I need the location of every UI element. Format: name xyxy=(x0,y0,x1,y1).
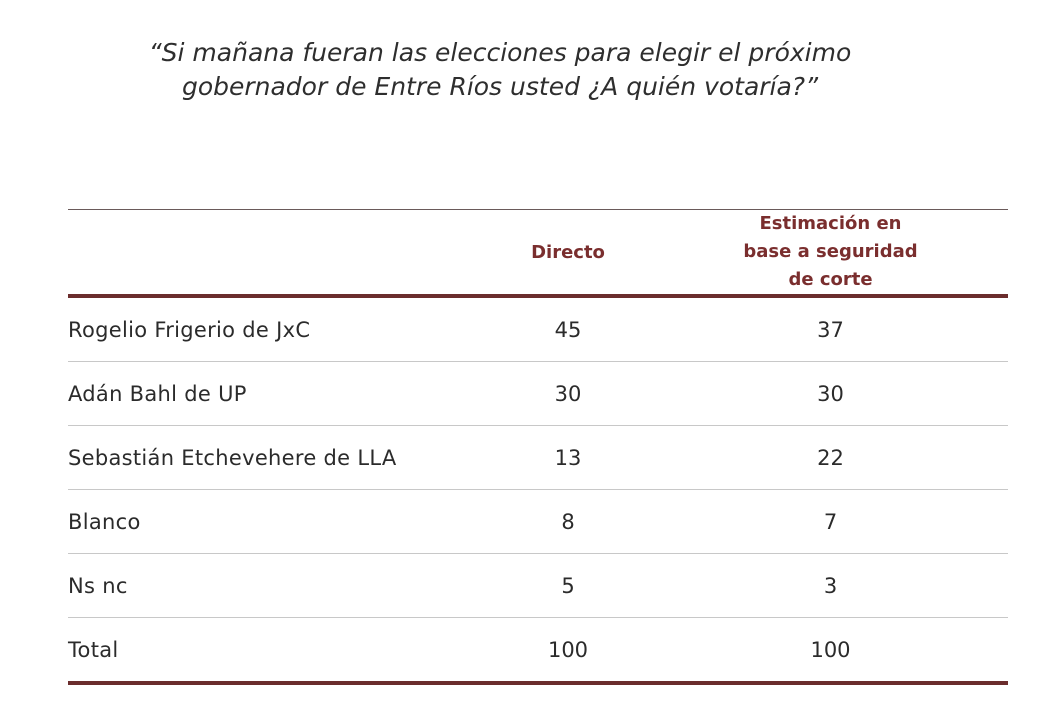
results-table: Directo Estimación en base a seguridad d… xyxy=(68,209,1008,685)
row-estimacion: 37 xyxy=(653,296,1008,362)
row-directo: 8 xyxy=(483,489,653,554)
header-estimacion-line-3: de corte xyxy=(788,269,873,290)
table-row: Ns nc 5 3 xyxy=(68,553,1008,618)
table-row: Rogelio Frigerio de JxC 45 37 xyxy=(68,296,1008,362)
table-row: Sebastián Etchevehere de LLA 13 22 xyxy=(68,425,1008,490)
row-directo: 13 xyxy=(483,425,653,490)
table-row: Blanco 8 7 xyxy=(68,489,1008,554)
row-label: Sebastián Etchevehere de LLA xyxy=(68,425,483,490)
table-total-row: Total 100 100 xyxy=(68,617,1008,685)
total-directo: 100 xyxy=(483,617,653,685)
header-label xyxy=(68,210,483,297)
row-label: Blanco xyxy=(68,489,483,554)
results-table-container: Directo Estimación en base a seguridad d… xyxy=(68,209,1008,685)
total-label: Total xyxy=(68,617,483,685)
header-directo: Directo xyxy=(531,241,605,263)
header-estimacion-line-1: Estimación en xyxy=(759,213,902,234)
row-estimacion: 3 xyxy=(653,553,1008,618)
question-line-1: “Si mañana fueran las elecciones para el… xyxy=(148,38,852,67)
row-estimacion: 22 xyxy=(653,425,1008,490)
row-label: Rogelio Frigerio de JxC xyxy=(68,296,483,362)
row-label: Ns nc xyxy=(68,553,483,618)
row-estimacion: 30 xyxy=(653,361,1008,426)
header-estimacion-line-2: base a seguridad xyxy=(743,241,918,262)
header-estimacion: Estimación en base a seguridad de corte xyxy=(653,210,1008,297)
row-directo: 45 xyxy=(483,296,653,362)
row-directo: 5 xyxy=(483,553,653,618)
total-estimacion: 100 xyxy=(653,617,1008,685)
question-line-2: gobernador de Entre Ríos usted ¿A quién … xyxy=(181,72,819,101)
row-estimacion: 7 xyxy=(653,489,1008,554)
row-directo: 30 xyxy=(483,361,653,426)
question-title: “Si mañana fueran las elecciones para el… xyxy=(100,36,900,104)
table-row: Adán Bahl de UP 30 30 xyxy=(68,361,1008,426)
row-label: Adán Bahl de UP xyxy=(68,361,483,426)
table-header-row: Directo Estimación en base a seguridad d… xyxy=(68,209,1008,297)
